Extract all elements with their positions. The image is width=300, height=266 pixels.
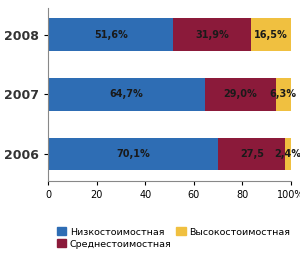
Bar (276, 78, 291, 111)
Bar (173, 18, 251, 51)
Legend: Низкостоимостная, Среднестоимостная, Высокостоимостная: Низкостоимостная, Среднестоимостная, Выс… (53, 224, 294, 252)
Text: 64,7%: 64,7% (110, 89, 143, 99)
Text: 16,5%: 16,5% (254, 30, 288, 40)
Text: 51,6%: 51,6% (94, 30, 128, 40)
Text: 31,9%: 31,9% (195, 30, 229, 40)
Bar (48, 138, 218, 171)
Text: 29,0%: 29,0% (224, 89, 257, 99)
Bar (285, 138, 291, 171)
Text: 6,3%: 6,3% (270, 89, 297, 99)
Text: 27,5: 27,5 (240, 149, 264, 159)
Text: 2,4%: 2,4% (274, 149, 300, 159)
Bar (218, 138, 285, 171)
Bar (48, 78, 205, 111)
Bar (205, 78, 276, 111)
Text: 70,1%: 70,1% (116, 149, 150, 159)
Bar (251, 18, 291, 51)
Bar (48, 18, 173, 51)
